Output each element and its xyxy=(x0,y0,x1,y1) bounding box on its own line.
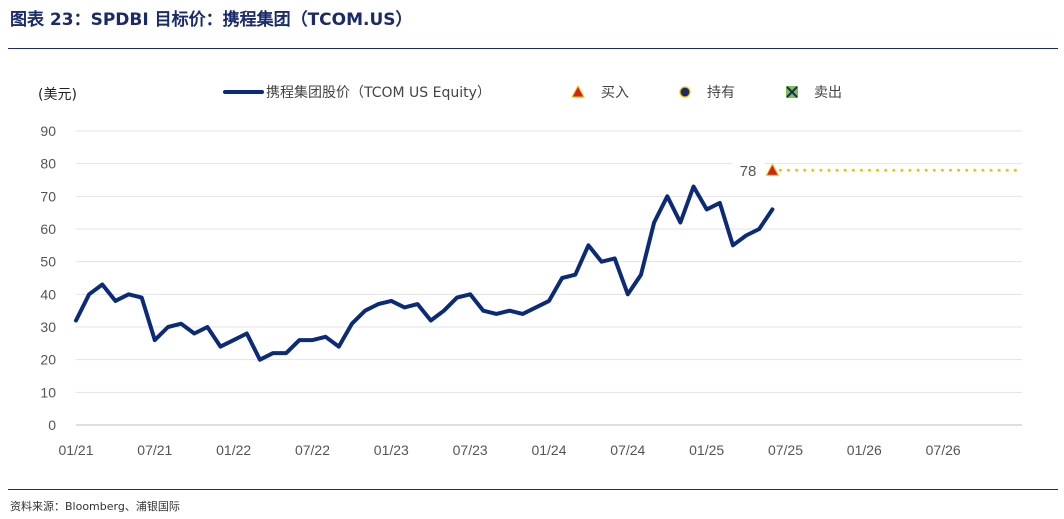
target-price-label: 78 xyxy=(740,163,757,180)
figure-title: 图表 23：SPDBI 目标价：携程集团（TCOM.US） xyxy=(10,10,413,30)
source-divider xyxy=(8,489,1058,490)
legend: 携程集团股价（TCOM US Equity） 买入 持有 卖出 xyxy=(223,84,842,101)
sell-cross-icon xyxy=(786,86,798,98)
y-tick-labels: 0 10 20 30 40 50 60 70 80 90 xyxy=(40,123,56,433)
x-tick-label: 07/22 xyxy=(295,442,330,458)
y-tick-label: 60 xyxy=(40,221,56,237)
y-tick-label: 70 xyxy=(40,188,56,204)
legend-entry-buy: 买入 xyxy=(601,85,629,101)
hold-circle-icon xyxy=(679,86,691,98)
legend-entry-hold: 持有 xyxy=(707,85,735,101)
title-divider xyxy=(8,48,1058,49)
y-tick-label: 80 xyxy=(40,156,56,172)
source-note: 资料来源：Bloomberg、浦银国际 xyxy=(10,500,180,513)
y-tick-label: 50 xyxy=(40,254,56,270)
x-tick-label: 01/25 xyxy=(689,442,724,458)
x-tick-label: 01/21 xyxy=(58,442,93,458)
y-tick-label: 30 xyxy=(40,319,56,335)
x-tick-label: 01/26 xyxy=(847,442,882,458)
legend-entry-sell: 卖出 xyxy=(814,85,842,101)
x-tick-labels: 01/21 07/21 01/22 07/22 01/23 07/23 01/24 07/24… xyxy=(58,442,960,458)
y-tick-label: 90 xyxy=(40,123,56,139)
grid-lines xyxy=(76,130,1022,426)
y-axis-label: (美元) xyxy=(38,87,77,103)
buy-triangle-icon xyxy=(571,84,585,98)
y-tick-label: 20 xyxy=(40,352,56,368)
x-tick-label: 07/25 xyxy=(768,442,803,458)
y-tick-label: 10 xyxy=(40,384,56,400)
x-tick-label: 07/23 xyxy=(453,442,488,458)
x-tick-label: 01/23 xyxy=(374,442,409,458)
x-tick-label: 07/26 xyxy=(926,442,961,458)
x-tick-label: 01/24 xyxy=(531,442,566,458)
price-series-line xyxy=(74,184,775,362)
x-tick-label: 07/24 xyxy=(610,442,645,458)
x-tick-label: 07/21 xyxy=(137,442,172,458)
legend-entry-price: 携程集团股价（TCOM US Equity） xyxy=(266,84,491,101)
y-tick-label: 0 xyxy=(48,417,56,433)
target-buy-marker xyxy=(765,163,780,176)
y-tick-label: 40 xyxy=(40,286,56,302)
target-label-box xyxy=(732,157,765,182)
x-tick-label: 01/22 xyxy=(216,442,251,458)
